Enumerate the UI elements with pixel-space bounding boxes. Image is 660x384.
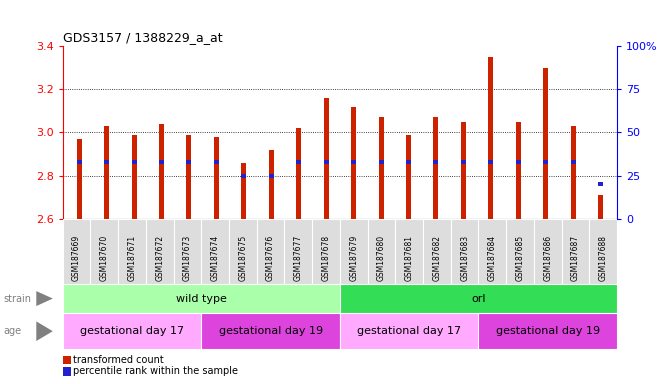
Text: gestational day 19: gestational day 19 [496,326,600,336]
Text: wild type: wild type [176,293,227,304]
Bar [77,160,82,164]
Text: gestational day 19: gestational day 19 [218,326,323,336]
Bar [571,160,576,164]
Text: GSM187672: GSM187672 [155,235,164,281]
Text: GSM187671: GSM187671 [127,235,137,281]
Polygon shape [36,321,53,341]
Text: GSM187674: GSM187674 [211,235,220,281]
Bar [488,57,493,219]
Bar [506,219,534,284]
Bar [534,219,562,284]
Text: GSM187679: GSM187679 [349,235,358,281]
Bar [90,219,118,284]
Bar [516,122,521,219]
Bar [131,160,137,164]
Text: GSM187675: GSM187675 [238,235,248,281]
Bar [201,219,229,284]
Bar [201,313,340,349]
Text: GSM187673: GSM187673 [183,235,192,281]
Text: transformed count: transformed count [73,355,164,365]
Bar [395,219,423,284]
Bar [434,160,438,164]
Bar [461,160,466,164]
Text: GSM187684: GSM187684 [488,235,497,281]
Bar [340,219,368,284]
Bar [379,160,383,164]
Bar [104,160,109,164]
Bar [543,68,548,219]
Bar [323,160,329,164]
Text: orl: orl [471,293,486,304]
Bar [242,163,246,219]
Bar [229,219,257,284]
Bar [242,174,246,178]
Bar [543,160,548,164]
Bar [562,219,589,284]
Bar [379,118,383,219]
Text: gestational day 17: gestational day 17 [80,326,184,336]
Text: GSM187677: GSM187677 [294,235,303,281]
Bar [214,160,219,164]
Bar [406,135,411,219]
Bar [451,219,478,284]
Bar [159,124,164,219]
Bar [63,284,340,313]
Bar [296,128,301,219]
Bar [423,219,451,284]
Polygon shape [36,291,53,306]
Text: GSM187669: GSM187669 [72,235,81,281]
Text: GSM187687: GSM187687 [571,235,580,281]
Bar [598,195,603,219]
Text: age: age [3,326,21,336]
Bar [269,150,274,219]
Text: GDS3157 / 1388229_a_at: GDS3157 / 1388229_a_at [63,31,222,44]
Text: GSM187688: GSM187688 [599,235,608,281]
Text: gestational day 17: gestational day 17 [357,326,461,336]
Bar [146,219,174,284]
Bar [434,118,438,219]
Bar [174,219,201,284]
Bar [63,219,90,284]
Text: GSM187682: GSM187682 [432,235,442,281]
Bar [516,160,521,164]
Bar [269,174,274,178]
Bar [478,219,506,284]
Bar [104,126,109,219]
Bar [159,160,164,164]
Bar [187,160,191,164]
Bar [488,160,493,164]
Bar [368,219,395,284]
Bar [589,219,617,284]
Bar [312,219,340,284]
Bar [284,219,312,284]
Bar [323,98,329,219]
Bar [478,313,617,349]
Text: GSM187683: GSM187683 [460,235,469,281]
Text: GSM187681: GSM187681 [405,235,414,281]
Bar [63,313,201,349]
Text: GSM187678: GSM187678 [321,235,331,281]
Text: GSM187685: GSM187685 [515,235,525,281]
Bar [340,313,478,349]
Bar [351,106,356,219]
Text: GSM187680: GSM187680 [377,235,386,281]
Bar [187,135,191,219]
Bar [598,182,603,186]
Bar [296,160,301,164]
Bar [461,122,466,219]
Text: GSM187676: GSM187676 [266,235,275,281]
Text: GSM187686: GSM187686 [543,235,552,281]
Bar [406,160,411,164]
Bar [77,139,82,219]
Bar [351,160,356,164]
Text: GSM187670: GSM187670 [100,235,109,281]
Text: percentile rank within the sample: percentile rank within the sample [73,366,238,376]
Bar [118,219,146,284]
Bar [257,219,284,284]
Bar [340,284,617,313]
Bar [131,135,137,219]
Bar [214,137,219,219]
Bar [571,126,576,219]
Text: strain: strain [3,293,31,304]
